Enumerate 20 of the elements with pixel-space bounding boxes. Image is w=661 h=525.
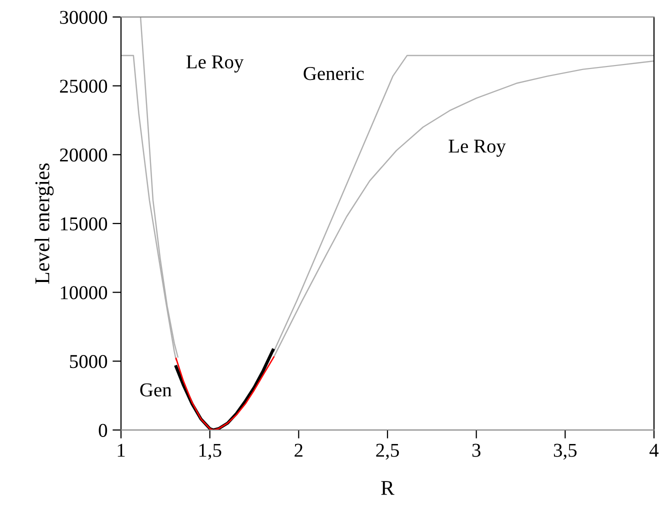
annotation: Le Roy <box>448 140 506 157</box>
x-axis-title: R <box>381 481 394 495</box>
x-tick-label: 4 <box>650 444 659 457</box>
y-tick-label: 15000 <box>60 217 108 230</box>
annotation: Le Roy <box>186 56 244 72</box>
x-tick-label: 3 <box>472 444 480 457</box>
y-axis-title: Level energies <box>34 163 54 284</box>
y-tick-label: 0 <box>98 424 108 437</box>
y-tick-label: 10000 <box>60 286 108 300</box>
y-tick-label: 30000 <box>60 10 108 24</box>
x-tick-label: 1,5 <box>199 444 222 460</box>
x-tick-label: 2 <box>294 444 302 457</box>
y-tick-label: 5000 <box>70 354 108 368</box>
annotation: Gen <box>140 383 172 396</box>
x-tick-label: 1 <box>118 444 125 457</box>
annotation: Generic <box>304 67 364 80</box>
x-tick-label: 2,5 <box>376 444 399 460</box>
y-tick-label: 20000 <box>60 148 108 162</box>
y-tick-label: 25000 <box>60 80 108 93</box>
x-tick-label: 3,5 <box>554 444 577 460</box>
